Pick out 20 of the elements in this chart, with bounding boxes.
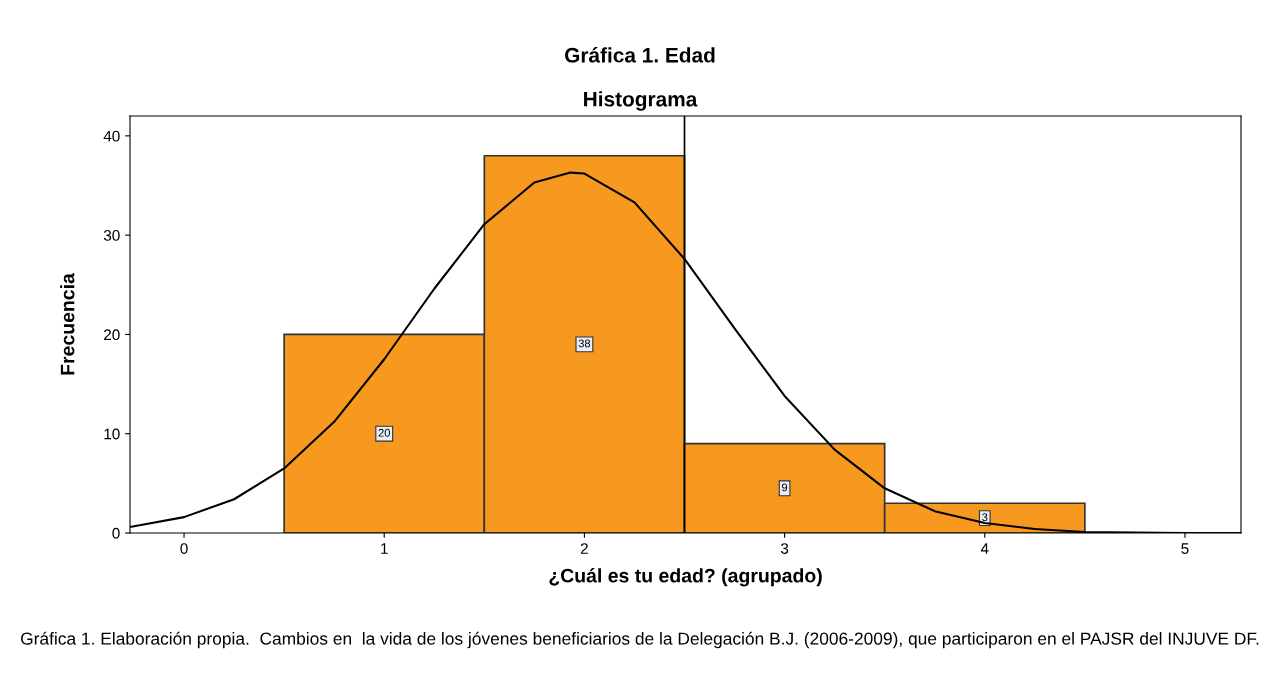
x-tick-label: 3	[780, 543, 789, 554]
y-tick-label: 20	[104, 329, 120, 341]
y-tick-label: 0	[112, 527, 120, 539]
y-axis-title: Frecuencia	[60, 273, 75, 375]
y-tick-label: 30	[103, 230, 120, 241]
text: Gráfica 1. Elaboración propia. Cambios en la vida de los jóvenes beneficiarios de la Delegación B.J. (2006-2009), que participaron en el PAJSR del INJUVE DF.	[21, 631, 1259, 649]
data-label: 3	[982, 513, 988, 522]
x-tick-label: 4	[980, 543, 989, 554]
data-label: 38	[578, 339, 591, 348]
x-tick-label: 0	[180, 543, 188, 554]
data-label: 20	[378, 428, 390, 437]
x-axis-title: ¿Cuál es tu edad? (agrupado)	[549, 568, 822, 587]
x-tick-label: 1	[381, 543, 388, 554]
data-label: 9	[782, 483, 788, 492]
y-tick-label: 10	[104, 428, 120, 440]
chart-title: Gráfica 1. Edad	[565, 47, 715, 63]
x-tick-label: 2	[580, 543, 588, 554]
chart-subtitle: Histograma	[584, 91, 698, 111]
y-tick-label: 40	[103, 130, 120, 142]
x-tick-label: 5	[1181, 543, 1189, 554]
